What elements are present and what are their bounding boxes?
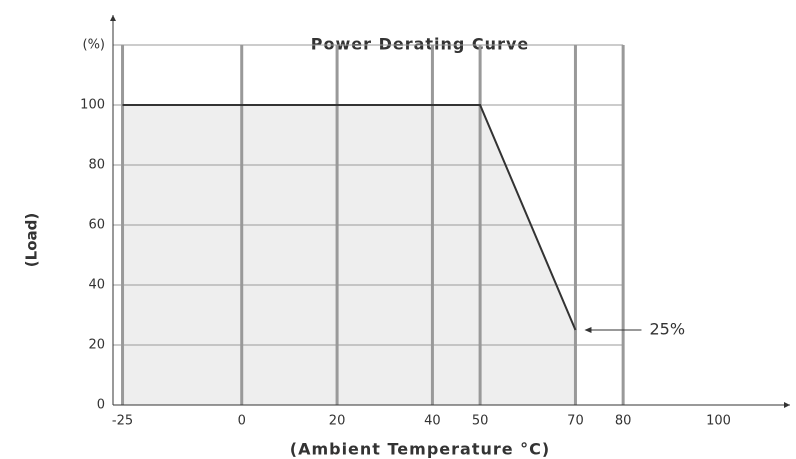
x-tick-label: 100 bbox=[706, 414, 731, 429]
annotation: 25% bbox=[649, 320, 685, 339]
line bbox=[122, 104, 577, 331]
x-axis-label: (Ambient Temperature °C) bbox=[290, 440, 550, 459]
y-tick-label: (%) bbox=[83, 38, 106, 53]
y-tick-label: 60 bbox=[88, 218, 105, 233]
y-axis-label: (Load) bbox=[23, 213, 41, 267]
x-arrow bbox=[784, 402, 790, 408]
area bbox=[122, 105, 576, 405]
x-tick-label: 80 bbox=[615, 414, 632, 429]
chart-title: Power Derating Curve bbox=[311, 35, 529, 54]
x-tick-label: 20 bbox=[329, 414, 346, 429]
y-tick-label: 100 bbox=[80, 98, 105, 113]
annotation-arrowhead bbox=[584, 327, 592, 333]
x-tick-label: -25 bbox=[112, 414, 133, 429]
y-tick-label: 20 bbox=[88, 338, 105, 353]
y-tick-label: 80 bbox=[88, 158, 105, 173]
y-arrow bbox=[110, 15, 116, 21]
x-tick-label: 40 bbox=[424, 414, 441, 429]
y-tick-label: 0 bbox=[97, 398, 105, 413]
x-tick-label: 0 bbox=[238, 414, 246, 429]
x-tick-label: 70 bbox=[567, 414, 584, 429]
y-tick-label: 40 bbox=[88, 278, 105, 293]
x-tick-label: 50 bbox=[472, 414, 489, 429]
